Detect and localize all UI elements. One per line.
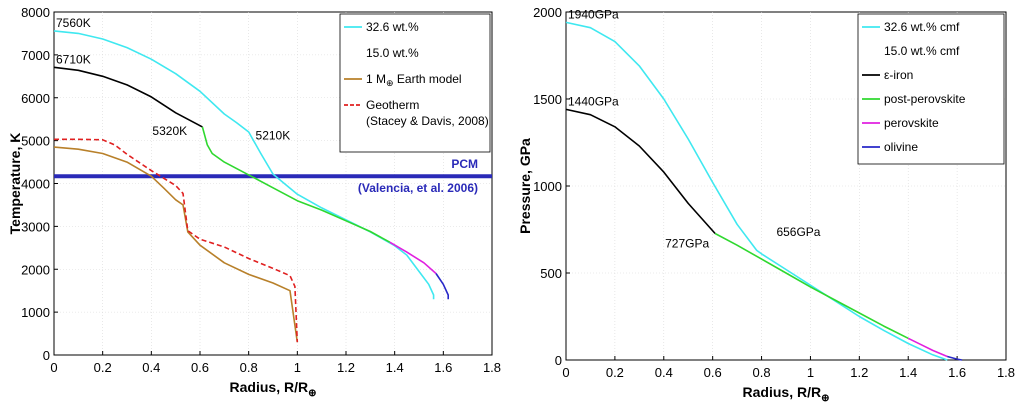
y-tick-label: 5000: [21, 134, 50, 149]
x-tick-label: 0: [562, 365, 569, 380]
y-tick-label: 7000: [21, 48, 50, 63]
series-line-cyan: [565, 21, 948, 361]
chart-panel-2: 0 0.2 0.4 0.6 0.8 1 1.2 1.4 1.6 1.8 0 500 1000 1500 20…: [517, 5, 1015, 404]
legend-label: perovskite: [884, 116, 939, 130]
x-tick-label: 0.6: [704, 365, 722, 380]
value-annotation: 656GPa: [776, 225, 820, 239]
legend-label: 32.6 wt.% cmf: [884, 20, 960, 34]
legend-label: 15.0 wt.%: [366, 46, 419, 60]
x-tick-label: 1: [807, 365, 814, 380]
x-tick-label: 1: [294, 360, 301, 375]
x-axis-label: Radius, R/R⊕: [743, 384, 830, 404]
x-tick-label: 1.4: [899, 365, 917, 380]
series-line-earth: [53, 146, 299, 343]
y-tick-label: 2000: [21, 262, 50, 277]
series-line-blue: [947, 355, 963, 361]
legend-label: ε-iron: [884, 68, 913, 82]
x-tick-label: 1.8: [483, 360, 501, 375]
x-tick-label: 0.4: [655, 365, 673, 380]
x-axis-label-subscript: ⊕: [308, 388, 316, 399]
series-line-magenta: [907, 337, 948, 358]
y-tick-label: 1000: [533, 179, 562, 194]
y-tick-label: 4000: [21, 177, 50, 192]
legend-label: (Stacey & Davis, 2008): [366, 114, 489, 128]
series-line-geotherm: [54, 138, 299, 343]
x-tick-label: 0.8: [753, 365, 771, 380]
y-axis-label: Temperature, K: [7, 133, 23, 235]
x-tick-label: 1.2: [337, 360, 355, 375]
x-axis-label-subscript: ⊕: [821, 393, 829, 404]
x-tick-label: 0.2: [94, 360, 112, 375]
legend-label: 32.6 wt.%: [366, 20, 419, 34]
y-tick-label: 3000: [21, 219, 50, 234]
x-tick-label: 1.6: [434, 360, 452, 375]
series-line-magenta: [389, 241, 437, 275]
series-line-green: [201, 126, 391, 243]
legend-box: [857, 13, 1005, 165]
legend-label: 1 M⊕ Earth model: [366, 72, 462, 88]
y-tick-label: 0: [43, 348, 50, 363]
chart-panel-1: 0 0.2 0.4 0.6 0.8 1 1.2 1.4 1.6 1.8 0 1000 2000 3000 4…: [7, 5, 501, 399]
legend-label-subscript: ⊕: [386, 78, 394, 88]
series-line-cyan: [53, 30, 435, 300]
x-tick-label: 0.8: [240, 360, 258, 375]
y-tick-label: 1500: [533, 92, 562, 107]
x-tick-label: 1.2: [850, 365, 868, 380]
series-line-blue: [435, 273, 450, 300]
x-tick-label: 1.4: [386, 360, 404, 375]
legend-box: [339, 13, 491, 153]
pcm-label: PCM: [451, 157, 478, 171]
legend-label-suffix: Earth model: [394, 72, 462, 86]
value-annotation: 1440GPa: [568, 94, 619, 108]
x-axis-label: Radius, R/R⊕: [230, 379, 317, 399]
legend-label: Geotherm: [366, 98, 419, 112]
y-axis-label: Pressure, GPa: [517, 138, 533, 234]
value-annotation: 5320K: [152, 124, 187, 138]
value-annotation: 1940GPa: [568, 7, 619, 21]
y-tick-label: 1000: [21, 305, 50, 320]
x-tick-label: 1.6: [948, 365, 966, 380]
value-annotation: 727GPa: [665, 237, 709, 251]
pcm-source-label: (Valencia, et al. 2006): [358, 181, 478, 195]
x-tick-label: 0.2: [606, 365, 624, 380]
value-annotation: 5210K: [256, 129, 291, 143]
value-annotation: 6710K: [56, 52, 91, 66]
legend-label: 15.0 wt.% cmf: [884, 44, 960, 58]
x-tick-label: 1.8: [997, 365, 1015, 380]
y-tick-label: 500: [540, 266, 562, 281]
y-tick-label: 2000: [533, 5, 562, 20]
legend-label: olivine: [884, 140, 918, 154]
legend-label: post-perovskite: [884, 92, 966, 106]
y-tick-label: 0: [555, 353, 562, 368]
y-tick-label: 8000: [21, 5, 50, 20]
x-tick-label: 0.4: [142, 360, 160, 375]
series-line-green: [714, 232, 909, 340]
series-line-black: [53, 66, 203, 128]
x-tick-label: 0.6: [191, 360, 209, 375]
y-tick-label: 6000: [21, 91, 50, 106]
value-annotation: 7560K: [56, 16, 91, 30]
x-tick-label: 0: [50, 360, 57, 375]
series-line-black: [565, 108, 716, 235]
